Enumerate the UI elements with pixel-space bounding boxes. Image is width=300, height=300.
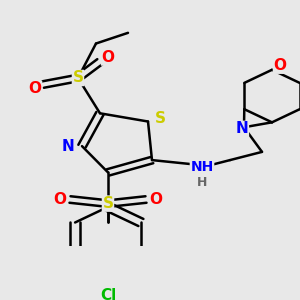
Text: O: O — [101, 50, 115, 65]
Text: O: O — [149, 192, 163, 207]
Text: N: N — [61, 139, 74, 154]
Text: O: O — [28, 81, 41, 96]
Text: N: N — [236, 122, 248, 136]
Text: S: S — [154, 111, 166, 126]
Text: O: O — [274, 58, 286, 73]
Text: O: O — [53, 192, 67, 207]
Text: S: S — [103, 196, 113, 211]
Text: S: S — [73, 70, 83, 86]
Text: Cl: Cl — [100, 288, 116, 300]
Text: H: H — [197, 176, 207, 189]
Text: NH: NH — [190, 160, 214, 175]
